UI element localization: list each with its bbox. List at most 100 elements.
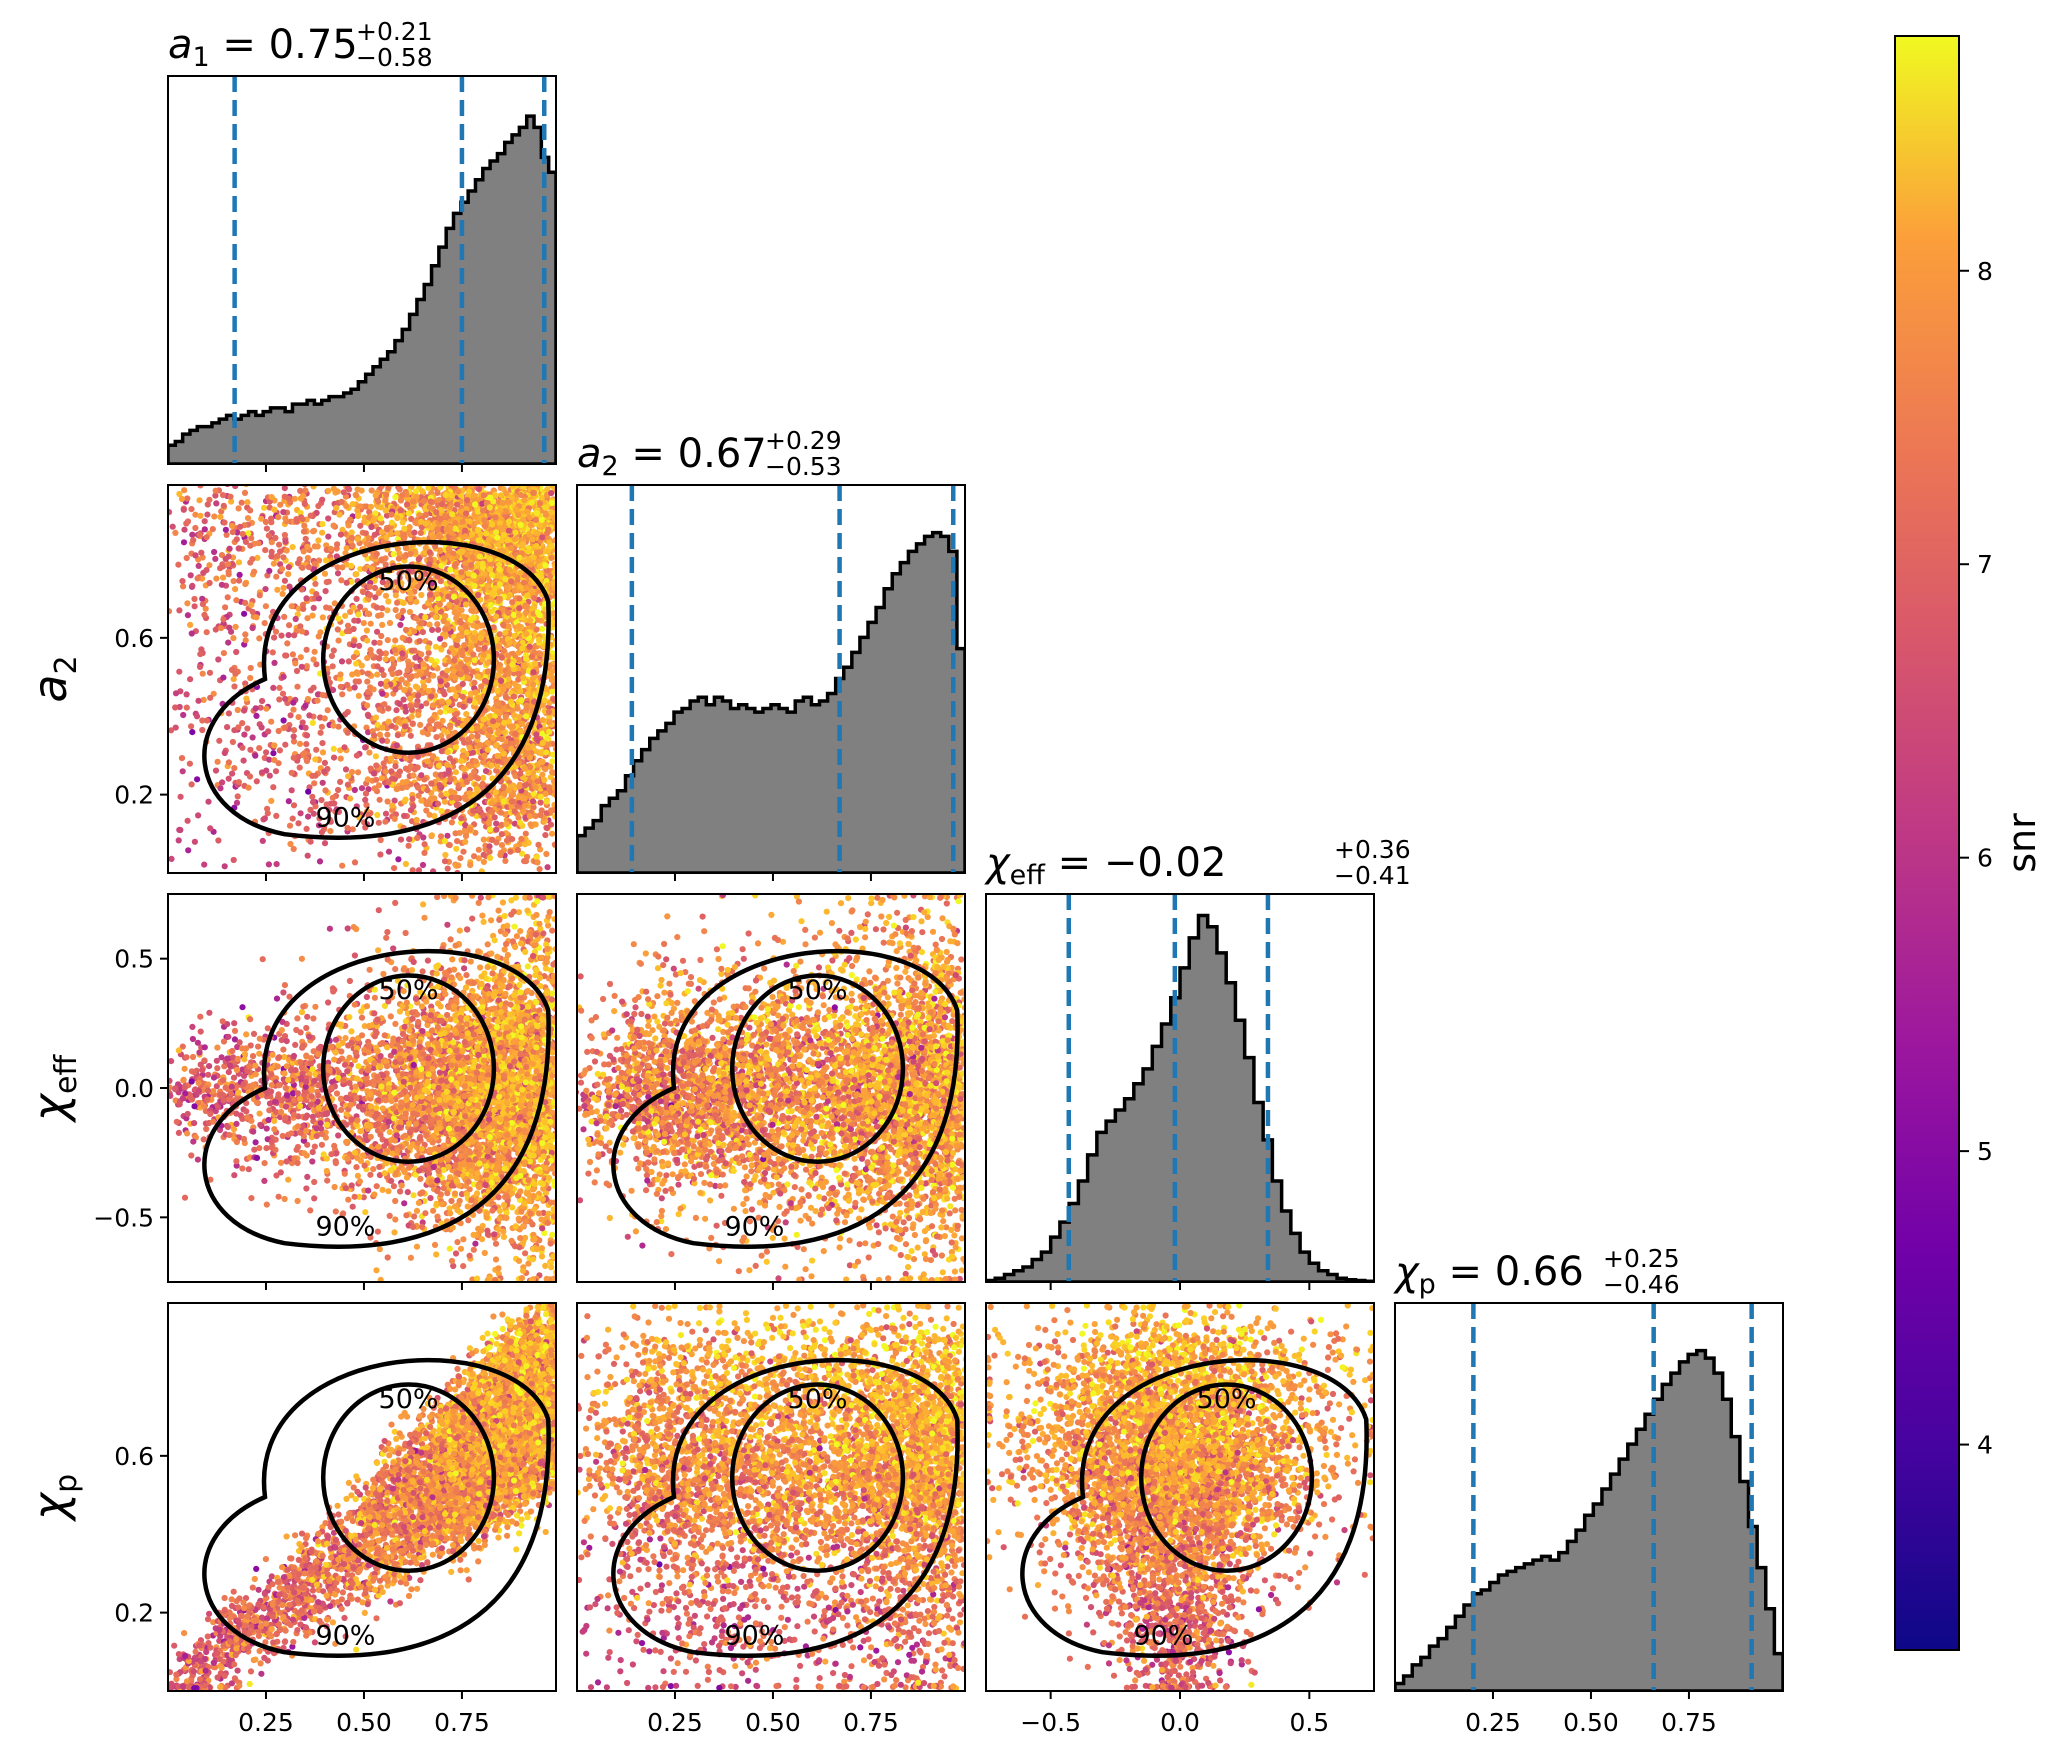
sample-point xyxy=(184,705,190,711)
sample-point xyxy=(530,537,536,543)
sample-point xyxy=(416,671,422,677)
sample-point xyxy=(280,554,286,560)
sample-point xyxy=(352,787,358,793)
sample-point xyxy=(522,766,528,772)
sample-point xyxy=(395,856,401,862)
sample-point xyxy=(413,488,419,494)
sample-point xyxy=(357,523,363,529)
sample-point xyxy=(197,513,203,519)
sample-point xyxy=(221,650,227,656)
sample-point xyxy=(223,527,229,533)
sample-point xyxy=(494,708,500,714)
sample-point xyxy=(365,671,371,677)
sample-point xyxy=(516,760,522,766)
sample-point xyxy=(549,758,555,764)
sample-point xyxy=(424,787,430,793)
sample-point xyxy=(501,687,507,693)
sample-point xyxy=(231,857,237,863)
sample-point xyxy=(266,533,272,539)
sample-point xyxy=(303,741,309,747)
sample-point xyxy=(301,750,307,756)
sample-point xyxy=(549,500,555,506)
sample-point xyxy=(181,527,187,533)
sample-point xyxy=(253,705,259,711)
sample-point xyxy=(385,598,391,604)
sample-point xyxy=(276,696,282,702)
sample-point xyxy=(220,492,226,498)
sample-point xyxy=(494,742,500,748)
sample-point xyxy=(308,839,314,845)
sample-point xyxy=(417,638,423,644)
sample-point xyxy=(312,581,318,587)
sample-point xyxy=(408,807,414,813)
sample-point xyxy=(394,600,400,606)
sample-point xyxy=(475,775,481,781)
sample-point xyxy=(516,783,522,789)
sample-point xyxy=(336,512,342,518)
sample-point xyxy=(268,798,274,804)
sample-point xyxy=(168,856,174,862)
sample-point xyxy=(545,549,551,555)
sample-point xyxy=(226,571,232,577)
sample-point xyxy=(481,492,487,498)
sample-point xyxy=(350,501,356,507)
sample-point xyxy=(465,675,471,681)
sample-point xyxy=(522,782,528,788)
sample-point xyxy=(441,727,447,733)
sample-point xyxy=(351,654,357,660)
sample-point xyxy=(447,776,453,782)
sample-point xyxy=(545,864,551,870)
sample-point xyxy=(480,781,486,787)
sample-point xyxy=(528,522,534,528)
sample-point xyxy=(262,547,268,553)
sample-point xyxy=(336,638,342,644)
sample-point xyxy=(503,821,509,827)
sample-point xyxy=(286,584,292,590)
sample-point xyxy=(506,528,512,534)
sample-point xyxy=(295,820,301,826)
sample-point xyxy=(335,787,341,793)
sample-point xyxy=(282,578,288,584)
sample-point xyxy=(276,685,282,691)
sample-point xyxy=(454,502,460,508)
sample-point xyxy=(512,809,518,815)
sample-point xyxy=(352,859,358,865)
sample-point xyxy=(470,669,476,675)
sample-point xyxy=(294,519,300,525)
sample-point xyxy=(331,523,337,529)
sample-point xyxy=(520,675,526,681)
sample-point xyxy=(235,724,241,730)
sample-point xyxy=(302,703,308,709)
sample-point xyxy=(275,514,281,520)
sample-point xyxy=(475,592,481,598)
sample-point xyxy=(439,748,445,754)
sample-point xyxy=(377,732,383,738)
sample-point xyxy=(253,713,259,719)
sample-point xyxy=(312,756,318,762)
sample-point xyxy=(210,526,216,532)
sample-point xyxy=(408,733,414,739)
sample-point xyxy=(425,731,431,737)
sample-point xyxy=(367,684,373,690)
sample-point xyxy=(385,779,391,785)
sample-point xyxy=(523,831,529,837)
sample-point xyxy=(236,779,242,785)
sample-point xyxy=(462,533,468,539)
sample-point xyxy=(430,535,436,541)
sample-point xyxy=(284,547,290,553)
sample-point xyxy=(406,637,412,643)
sample-point xyxy=(515,512,521,518)
sample-point xyxy=(506,518,512,524)
sample-point xyxy=(247,543,253,549)
sample-point xyxy=(482,678,488,684)
sample-point xyxy=(489,521,495,527)
sample-point xyxy=(205,799,211,805)
sample-point xyxy=(373,762,379,768)
sample-point xyxy=(367,592,373,598)
sample-point xyxy=(218,625,224,631)
sample-point xyxy=(347,796,353,802)
sample-point xyxy=(457,855,463,861)
histogram-a1 xyxy=(168,116,556,464)
sample-point xyxy=(187,622,193,628)
sample-point xyxy=(518,522,524,528)
